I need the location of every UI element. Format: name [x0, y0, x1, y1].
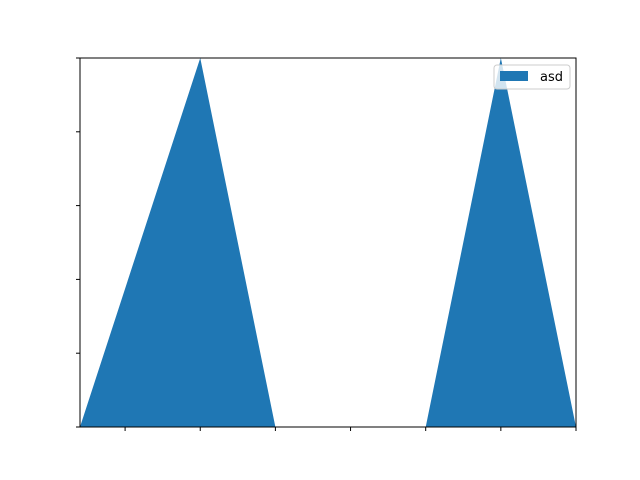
- plot-frame: [79, 57, 577, 428]
- legend-swatch: [500, 71, 528, 81]
- legend-label: asd: [540, 70, 563, 85]
- series-layer: [80, 58, 576, 427]
- legend: asd: [493, 64, 571, 90]
- tick-layer: [76, 57, 577, 431]
- area-series-0: [80, 58, 576, 427]
